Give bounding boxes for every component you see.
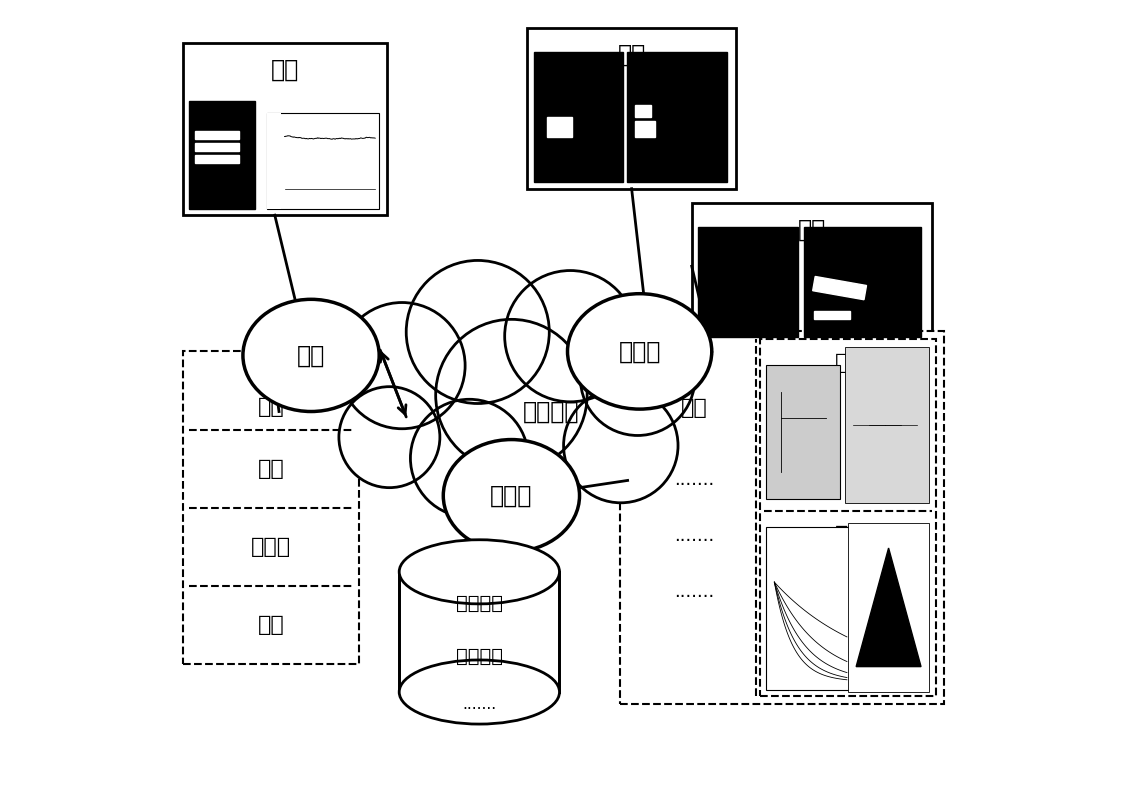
Bar [195,155,239,163]
Text: 可靠性: 可靠性 [251,537,291,557]
Bar [692,203,932,344]
Text: 参数: 参数 [681,358,708,378]
Ellipse shape [568,294,712,409]
Text: 加工: 加工 [798,218,826,241]
Bar [813,277,867,299]
Circle shape [339,303,465,429]
Circle shape [580,321,695,436]
Circle shape [436,320,587,470]
Bar [195,131,239,139]
Text: 功能: 功能 [258,396,284,416]
Ellipse shape [399,540,559,604]
Bar [534,52,623,182]
Bar [848,523,929,692]
Circle shape [406,261,549,404]
Text: 性能: 性能 [258,458,284,479]
Bar [804,228,921,337]
Text: 监控: 监控 [270,57,299,82]
Text: 过往案例: 过往案例 [455,595,503,613]
Text: 需求: 需求 [258,361,284,380]
Ellipse shape [243,299,379,412]
Text: 云服务器: 云服务器 [523,399,579,424]
Bar [267,112,379,209]
Text: 列表: 列表 [681,398,708,417]
Text: 测试: 测试 [618,43,646,67]
Bar [399,572,559,692]
Circle shape [410,399,529,517]
Text: 用户: 用户 [296,344,326,367]
Text: 设计者: 设计者 [490,483,533,508]
Text: .......: ....... [462,696,496,712]
Bar [527,28,736,189]
Text: .......: ....... [674,583,715,601]
Bar [844,346,929,503]
Circle shape [339,387,440,487]
Polygon shape [857,548,921,667]
Bar [698,228,798,337]
Text: 分析算法: 分析算法 [455,646,503,666]
Bar [636,120,655,136]
Text: .......: ....... [674,527,715,545]
Bar [766,365,841,499]
Bar [760,340,937,696]
Circle shape [505,270,636,402]
Bar [183,43,388,215]
Text: .......: ....... [674,470,715,488]
Bar [814,312,850,320]
Text: 工期: 工期 [258,615,284,635]
Bar [620,332,944,704]
Text: 分析: 分析 [835,525,861,545]
Ellipse shape [399,660,559,724]
Bar [189,101,255,209]
Bar [267,112,282,209]
Bar [766,527,851,690]
Bar [628,52,727,182]
Text: 建模: 建模 [835,353,861,374]
Bar [183,351,360,664]
Bar [195,143,239,151]
Bar [548,116,571,136]
Ellipse shape [443,440,579,552]
Bar [636,105,651,116]
Text: 生产商: 生产商 [619,340,660,363]
Circle shape [564,388,678,503]
